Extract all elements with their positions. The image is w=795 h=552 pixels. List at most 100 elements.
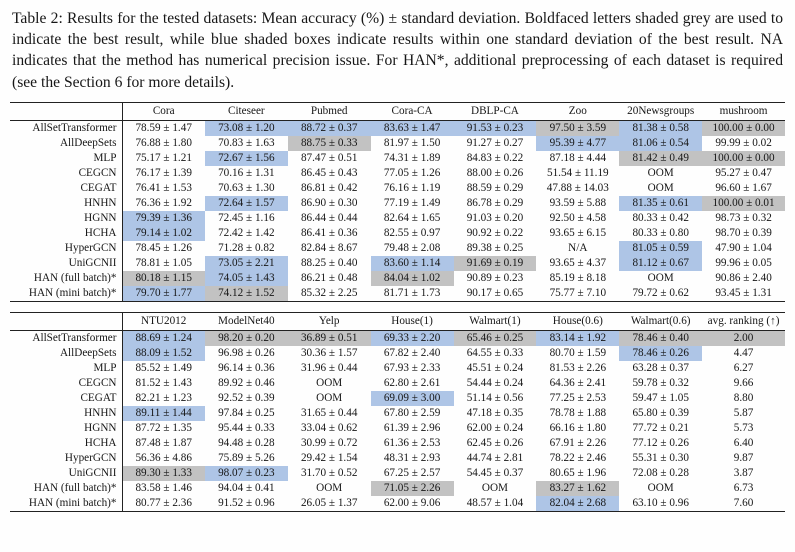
- result-cell: 71.05 ± 2.26: [370, 480, 454, 496]
- row-label: HCHA: [10, 435, 123, 451]
- result-cell: 82.84 ± 8.67: [300, 242, 358, 255]
- result-cell: 95.27 ± 0.47: [715, 167, 772, 180]
- result-cell: 47.90 ± 1.04: [715, 242, 772, 255]
- result-cell: 88.69 ± 1.24: [122, 330, 205, 346]
- result-cell: 62.00 ± 0.24: [466, 422, 524, 435]
- result-cell: 76.41 ± 1.53: [135, 182, 192, 195]
- result-cell: 95.39 ± 4.77: [536, 135, 620, 151]
- result-cell: 84.83 ± 0.22: [466, 152, 524, 165]
- result-cell: 88.09 ± 1.52: [122, 345, 205, 361]
- result-cell: 87.18 ± 4.44: [549, 152, 607, 165]
- result-cell: 99.96 ± 0.05: [715, 257, 772, 270]
- result-cell: 91.69 ± 0.19: [453, 255, 537, 271]
- result-cell: 82.04 ± 2.68: [536, 495, 620, 512]
- result-cell: 61.39 ± 2.96: [383, 422, 441, 435]
- result-cell: 33.04 ± 0.62: [300, 422, 358, 435]
- table-row: AllSetTransformer 78.59 ± 1.47 73.08 ± 1.2…: [10, 120, 785, 136]
- result-cell: 76.16 ± 1.19: [383, 182, 441, 195]
- column-header: avg. ranking (↑): [707, 315, 780, 328]
- result-cell: 54.44 ± 0.24: [466, 377, 524, 390]
- column-header: mushroom: [719, 105, 768, 118]
- result-cell: 82.55 ± 0.97: [383, 227, 441, 240]
- result-cell: 96.60 ± 1.67: [715, 182, 772, 195]
- result-cell: 81.05 ± 0.59: [619, 240, 703, 256]
- column-header: ModelNet40: [218, 315, 275, 328]
- result-cell: 48.31 ± 2.93: [383, 452, 441, 465]
- table-row: CEGAT 82.21 ± 1.23 92.52 ± 0.39 OOM 69.09 ± …: [10, 390, 785, 406]
- result-cell: 96.14 ± 0.36: [218, 362, 275, 375]
- result-cell: 89.38 ± 0.25: [466, 242, 524, 255]
- table-row: CEGCN 76.17 ± 1.39 70.16 ± 1.31 86.45 ± 0.4…: [10, 165, 785, 181]
- row-label: MLP: [10, 360, 123, 376]
- row-label: HNHN: [10, 195, 123, 211]
- result-cell: 69.09 ± 3.00: [370, 390, 454, 406]
- result-cell: 26.05 ± 1.37: [300, 497, 358, 510]
- result-cell: OOM: [647, 272, 674, 285]
- result-cell: 85.32 ± 2.25: [300, 287, 358, 300]
- result-cell: 59.78 ± 0.32: [632, 377, 689, 390]
- result-cell: 78.81 ± 1.05: [135, 257, 192, 270]
- result-cell: 78.46 ± 0.26: [619, 345, 703, 361]
- row-label: CEGAT: [10, 180, 123, 196]
- results-table-bottom: NTU2012 ModelNet40 Yelp House(1) Walmart(1) H…: [10, 311, 785, 512]
- row-label: CEGCN: [10, 375, 123, 391]
- result-cell: 100.00 ± 0.00: [702, 150, 785, 166]
- result-cell: 80.33 ± 0.80: [632, 227, 689, 240]
- table-row: HAN (full batch)* 80.18 ± 1.15 74.05 ± 1.4…: [10, 270, 785, 286]
- result-cell: 81.38 ± 0.58: [619, 120, 703, 136]
- result-cell: 91.53 ± 0.23: [453, 120, 537, 136]
- result-cell: 31.65 ± 0.44: [300, 407, 358, 420]
- result-cell: 4.47: [733, 347, 754, 360]
- result-cell: 62.00 ± 9.06: [383, 497, 441, 510]
- result-cell: 99.99 ± 0.02: [715, 137, 772, 150]
- result-cell: 72.45 ± 1.16: [218, 212, 275, 225]
- result-cell: 79.39 ± 1.36: [122, 210, 205, 226]
- result-cell: 80.70 ± 1.59: [549, 347, 607, 360]
- result-cell: 3.87: [733, 467, 754, 480]
- result-cell: 94.48 ± 0.28: [218, 437, 275, 450]
- result-cell: 83.58 ± 1.46: [135, 482, 192, 495]
- row-label: HGNN: [10, 420, 123, 436]
- result-cell: 83.27 ± 1.62: [536, 480, 620, 496]
- table-row: HAN (mini batch)* 80.77 ± 2.36 91.52 ± 0.9…: [10, 495, 785, 512]
- column-header: Cora-CA: [391, 105, 433, 118]
- table-row: AllSetTransformer 88.69 ± 1.24 98.20 ± 0.2…: [10, 330, 785, 346]
- table-row: HAN (full batch)* 83.58 ± 1.46 94.04 ± 0.4…: [10, 480, 785, 496]
- result-cell: 86.78 ± 0.29: [466, 197, 524, 210]
- result-cell: 84.04 ± 1.02: [370, 270, 454, 286]
- table-row: HyperGCN 78.45 ± 1.26 71.28 ± 0.82 82.84 ± …: [10, 240, 785, 256]
- header-row: NTU2012 ModelNet40 Yelp House(1) Walmart(1) H…: [10, 312, 785, 331]
- result-cell: 71.28 ± 0.82: [218, 242, 275, 255]
- table-caption: Table 2: Results for the tested datasets…: [12, 10, 783, 91]
- result-cell: 98.73 ± 0.32: [715, 212, 772, 225]
- result-cell: OOM: [647, 182, 674, 195]
- row-label: UniGCNII: [10, 255, 123, 271]
- result-cell: 73.08 ± 1.20: [204, 120, 288, 136]
- table-row: HGNN 79.39 ± 1.36 72.45 ± 1.16 86.44 ± 0.44…: [10, 210, 785, 226]
- result-cell: 86.21 ± 0.48: [300, 272, 358, 285]
- result-cell: 72.08 ± 0.28: [632, 467, 689, 480]
- column-header: NTU2012: [141, 315, 187, 328]
- result-cell: 45.51 ± 0.24: [466, 362, 524, 375]
- result-cell: 90.86 ± 2.40: [715, 272, 772, 285]
- row-label: AllSetTransformer: [10, 330, 123, 346]
- result-cell: 83.14 ± 1.92: [536, 330, 620, 346]
- result-cell: 78.22 ± 2.46: [549, 452, 607, 465]
- result-cell: 76.17 ± 1.39: [135, 167, 192, 180]
- result-cell: 72.64 ± 1.57: [204, 195, 288, 211]
- table-row: UniGCNII 78.81 ± 1.05 73.05 ± 2.21 88.25 ± …: [10, 255, 785, 271]
- result-cell: 90.17 ± 0.65: [466, 287, 524, 300]
- row-label: HNHN: [10, 405, 123, 421]
- column-header: Walmart(1): [469, 315, 521, 328]
- result-cell: 94.04 ± 0.41: [218, 482, 275, 495]
- column-header: Citeseer: [227, 105, 265, 118]
- result-cell: 67.82 ± 2.40: [383, 347, 441, 360]
- result-cell: 55.31 ± 0.30: [632, 452, 689, 465]
- result-cell: 78.45 ± 1.26: [135, 242, 192, 255]
- table-row: MLP 85.52 ± 1.49 96.14 ± 0.36 31.96 ± 0.44 6…: [10, 360, 785, 376]
- result-cell: 74.31 ± 1.89: [383, 152, 441, 165]
- result-cell: 31.96 ± 0.44: [300, 362, 358, 375]
- result-cell: 54.45 ± 0.37: [466, 467, 524, 480]
- result-cell: 74.05 ± 1.43: [204, 270, 288, 286]
- row-label: CEGAT: [10, 390, 123, 406]
